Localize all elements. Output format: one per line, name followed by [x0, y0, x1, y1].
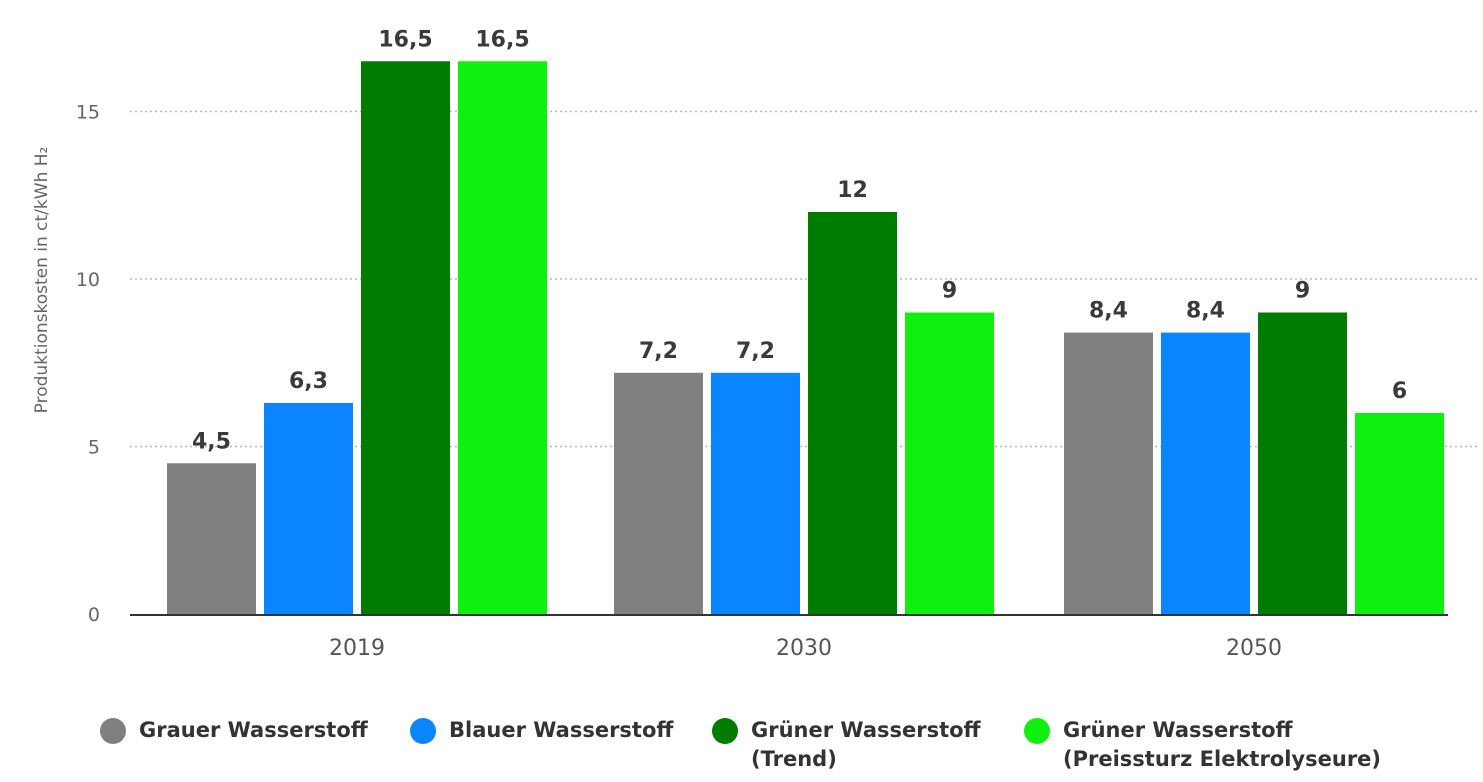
legend-marker-icon	[410, 718, 436, 744]
data-label: 4,5	[192, 429, 231, 454]
x-category-label: 2019	[329, 636, 385, 661]
bar	[614, 372, 703, 614]
bar	[458, 61, 547, 614]
legend-marker-icon	[100, 718, 126, 744]
data-label: 12	[837, 178, 868, 203]
bar	[167, 463, 256, 614]
legend-marker-icon	[712, 718, 738, 744]
bar	[711, 372, 800, 614]
y-tick-label: 15	[76, 102, 100, 124]
x-category-label: 2050	[1226, 636, 1282, 661]
x-axis-categories: 2019 2030 2050	[329, 636, 1282, 661]
data-label: 7,2	[736, 339, 775, 364]
y-axis-ticks: 0 5 10 15	[76, 102, 100, 627]
legend-item[interactable]: Grüner Wasserstoff (Preissturz Elektroly…	[1024, 716, 1381, 774]
x-category-label: 2030	[776, 636, 832, 661]
legend-label: Blauer Wasserstoff	[449, 718, 674, 742]
data-labels: 4,5 7,2 8,4 6,3 7,2 8,4 16,5 12 9 16,5 9 6	[192, 27, 1407, 454]
bar	[905, 312, 994, 614]
data-label: 16,5	[378, 27, 432, 52]
bar	[264, 402, 353, 614]
legend-marker-icon	[1024, 718, 1050, 744]
y-tick-label: 0	[88, 604, 100, 626]
data-label: 8,4	[1186, 299, 1225, 324]
legend-item[interactable]: Grauer Wasserstoff	[100, 716, 368, 745]
bar	[1258, 312, 1347, 614]
bar	[808, 212, 897, 614]
bar	[361, 61, 450, 614]
data-label: 6,3	[289, 369, 328, 394]
legend-item[interactable]: Grüner Wasserstoff (Trend)	[712, 716, 981, 774]
y-axis-title: Produktionskosten in ct/kWh H₂	[32, 147, 52, 414]
bar	[1161, 332, 1250, 614]
bar	[1355, 413, 1444, 614]
bars	[167, 61, 1444, 614]
data-label: 6	[1392, 379, 1407, 404]
data-label: 9	[942, 279, 957, 304]
legend: Grauer Wasserstoff Blauer Wasserstoff Grün…	[100, 716, 1470, 782]
y-tick-label: 10	[76, 269, 100, 291]
legend-item[interactable]: Blauer Wasserstoff	[410, 716, 673, 745]
legend-label: Grüner Wasserstoff (Preissturz Elektroly…	[1063, 718, 1382, 771]
y-tick-label: 5	[88, 437, 100, 459]
data-label: 8,4	[1089, 299, 1128, 324]
bar-chart: 0 5 10 15 Produktionskosten in ct/kWh H₂ 4,…	[32, 27, 1478, 661]
legend-label: Grüner Wasserstoff (Trend)	[751, 718, 981, 771]
data-label: 7,2	[639, 339, 678, 364]
bar	[1064, 332, 1153, 614]
data-label: 9	[1295, 279, 1310, 304]
legend-label: Grauer Wasserstoff	[139, 718, 368, 742]
data-label: 16,5	[475, 27, 529, 52]
